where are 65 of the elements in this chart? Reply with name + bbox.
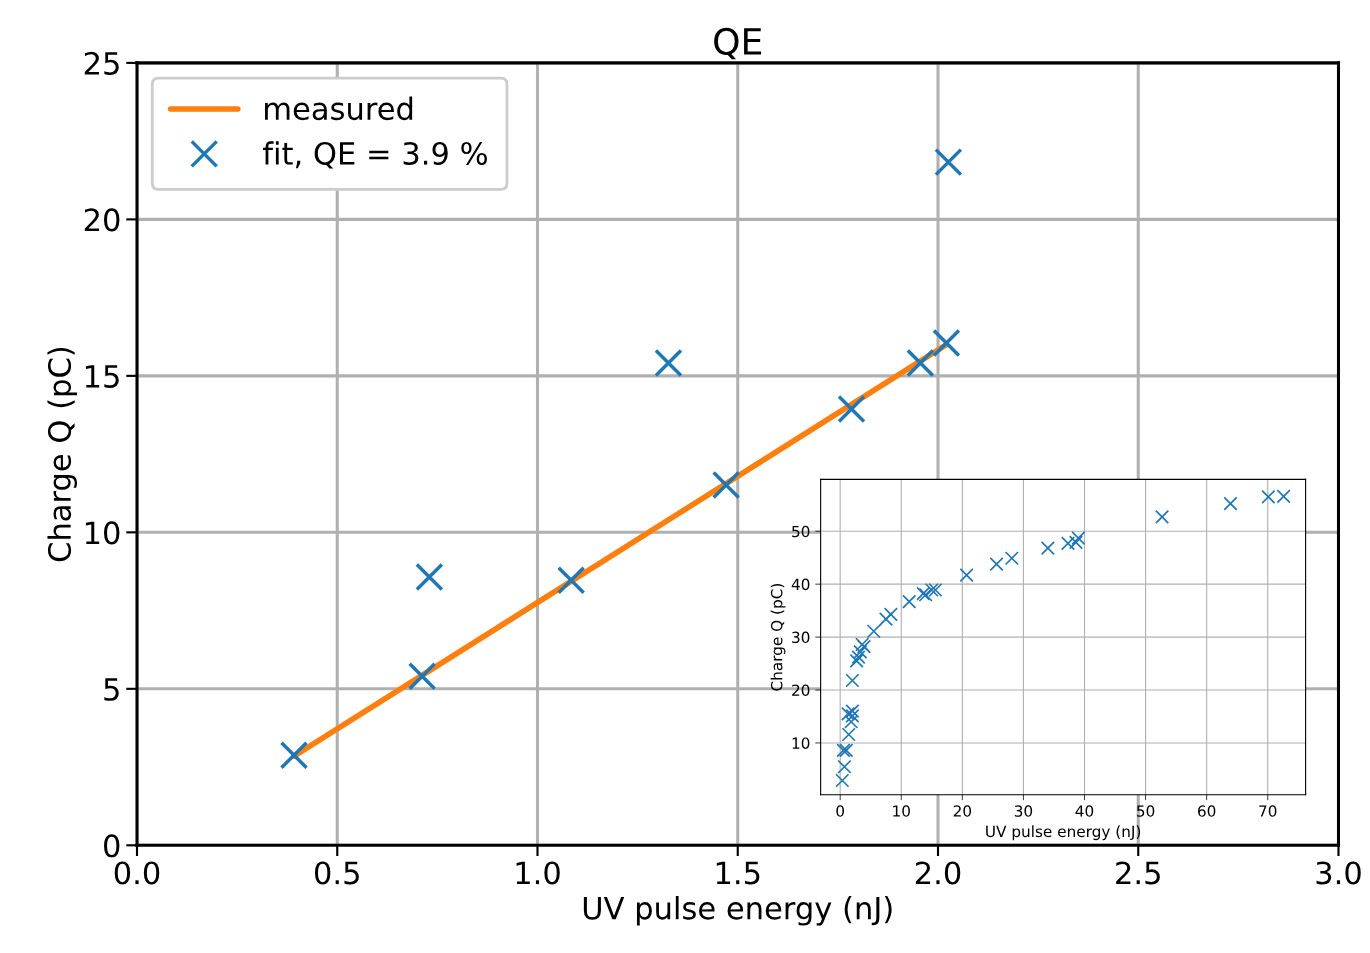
point <box>841 706 856 721</box>
x-tick-label: 0.0 <box>114 861 160 885</box>
x-tick-label: 0.5 <box>314 861 359 885</box>
x-tick-label: 0 <box>836 805 845 817</box>
point <box>711 470 741 500</box>
point <box>928 582 943 598</box>
y-tick-label: 15 <box>85 365 119 388</box>
point <box>878 612 894 627</box>
point <box>1004 551 1019 566</box>
point <box>902 594 917 609</box>
point <box>835 773 850 788</box>
x-tick-label: 70 <box>1259 805 1277 817</box>
y-tick-label: 25 <box>84 51 119 75</box>
x-tick-label: 2.5 <box>1116 861 1160 885</box>
point <box>1071 531 1086 546</box>
point <box>415 562 444 592</box>
y-tick-label: 30 <box>792 631 810 644</box>
point <box>883 607 898 622</box>
point <box>841 727 856 742</box>
point <box>934 147 963 177</box>
x-tick-label: 3.0 <box>1316 861 1361 885</box>
y-tick-label: 0 <box>104 834 120 858</box>
y-tick-label: 10 <box>792 737 810 749</box>
y-tick-label: 50 <box>792 525 810 538</box>
point <box>556 565 586 595</box>
point <box>924 582 939 598</box>
x-tick-label: 30 <box>1014 805 1033 817</box>
point <box>837 759 852 774</box>
x-tick-label: 1.5 <box>716 861 760 885</box>
point <box>866 624 881 639</box>
x-tick-label: 50 <box>1137 805 1155 817</box>
point <box>845 704 860 719</box>
legend-label: fit, QE = 3.9 % <box>262 141 487 169</box>
x-tick-label: 60 <box>1198 805 1216 817</box>
point <box>654 348 683 378</box>
point <box>1068 535 1084 550</box>
y-tick-label: 40 <box>791 578 810 591</box>
point <box>837 394 866 424</box>
point <box>1060 536 1076 551</box>
point <box>1040 541 1055 556</box>
point <box>853 644 868 659</box>
point <box>989 556 1004 572</box>
y-tick-label: 20 <box>792 684 810 697</box>
x-tick-label: 10 <box>893 805 910 817</box>
x-tick-label: 20 <box>953 805 972 817</box>
x-tick-label: 2.0 <box>915 861 961 885</box>
y-tick-label: 5 <box>104 678 119 701</box>
chart-title: QE <box>714 27 762 60</box>
point <box>407 662 437 691</box>
x-tick-label: 40 <box>1075 805 1094 817</box>
x-axis-title: UV pulse energy (nJ) <box>986 825 1141 841</box>
point <box>845 673 860 688</box>
y-axis-title: Charge Q (pC) <box>770 583 786 691</box>
point <box>959 568 974 583</box>
point <box>906 348 935 378</box>
point <box>845 708 860 724</box>
y-axis-title: Charge Q (pC) <box>47 347 78 562</box>
point <box>844 714 859 729</box>
point <box>1223 496 1238 511</box>
x-tick-label: 1.0 <box>516 861 560 885</box>
y-tick-label: 20 <box>84 208 120 232</box>
point <box>1154 509 1170 525</box>
y-tick-label: 10 <box>85 521 120 545</box>
legend-label: measured <box>265 96 413 121</box>
x-axis-title: UV pulse energy (nJ) <box>583 895 892 926</box>
